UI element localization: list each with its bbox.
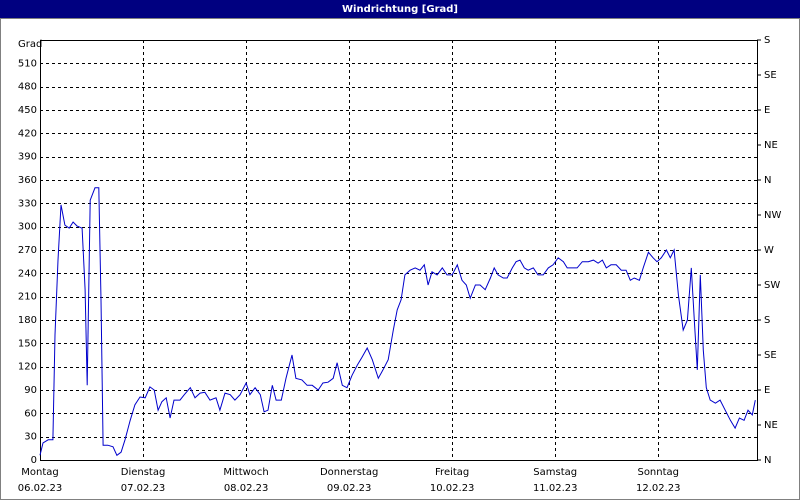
y-tick-label: 60 (24, 408, 37, 419)
y-tick-label: 420 (18, 128, 37, 139)
y-tick-label: 330 (18, 198, 37, 209)
x-tick-date: 10.02.23 (430, 483, 475, 494)
y2-tick-label: SW (764, 280, 780, 291)
y-tick-label: 0 (31, 455, 37, 466)
y2-tick-label: NW (764, 210, 781, 221)
y2-tick-label: S (764, 35, 770, 46)
y2-tick-label: E (764, 385, 770, 396)
y2-tick-label: N (764, 175, 771, 186)
y-tick-label: 240 (18, 268, 37, 279)
y-tick-label: 90 (24, 385, 37, 396)
x-tick-label: Dienstag (121, 467, 166, 478)
x-tick-label: Samstag (533, 467, 577, 478)
y-tick-label: 510 (18, 58, 37, 69)
grid-layer (40, 40, 757, 461)
x-tick-date: 09.02.23 (327, 483, 372, 494)
y-tick-label: 450 (18, 105, 37, 116)
y-axis-title: Grad (18, 39, 42, 50)
y-tick-label: 300 (18, 222, 37, 233)
y-tick-label: 210 (18, 292, 37, 303)
y2-tick-label: SE (764, 350, 777, 361)
x-tick-date: 06.02.23 (18, 483, 63, 494)
x-tick-date: 08.02.23 (224, 483, 269, 494)
y2-tick-label: W (764, 245, 774, 256)
x-tick-label: Mittwoch (223, 467, 268, 478)
window-frame (0, 18, 800, 500)
y-tick-label: 390 (18, 152, 37, 163)
y-tick-label: 30 (24, 432, 37, 443)
y2-tick-label: N (764, 455, 771, 466)
y-tick-label: 120 (18, 362, 37, 373)
y-tick-label: 150 (18, 338, 37, 349)
x-tick-date: 07.02.23 (121, 483, 166, 494)
y2-tick-label: SE (764, 70, 777, 81)
y2-tick-label: E (764, 105, 770, 116)
x-tick-label: Freitag (435, 467, 469, 478)
y2-tick-label: S (764, 315, 770, 326)
x-tick-label: Donnerstag (320, 467, 378, 478)
title-bar (0, 0, 800, 18)
x-tick-label: Sonntag (637, 467, 679, 478)
y2-tick-label: NE (764, 140, 778, 151)
y-tick-label: 360 (18, 175, 37, 186)
y-tick-label: 480 (18, 82, 37, 93)
x-tick-label: Montag (21, 467, 58, 478)
x-tick-date: 11.02.23 (533, 483, 578, 494)
y-tick-label: 180 (18, 315, 37, 326)
chart-title: Windrichtung [Grad] (342, 4, 458, 15)
y-tick-label: 270 (18, 245, 37, 256)
data-line (39, 187, 756, 457)
y2-tick-label: NE (764, 420, 778, 431)
x-tick-date: 12.02.23 (636, 483, 681, 494)
